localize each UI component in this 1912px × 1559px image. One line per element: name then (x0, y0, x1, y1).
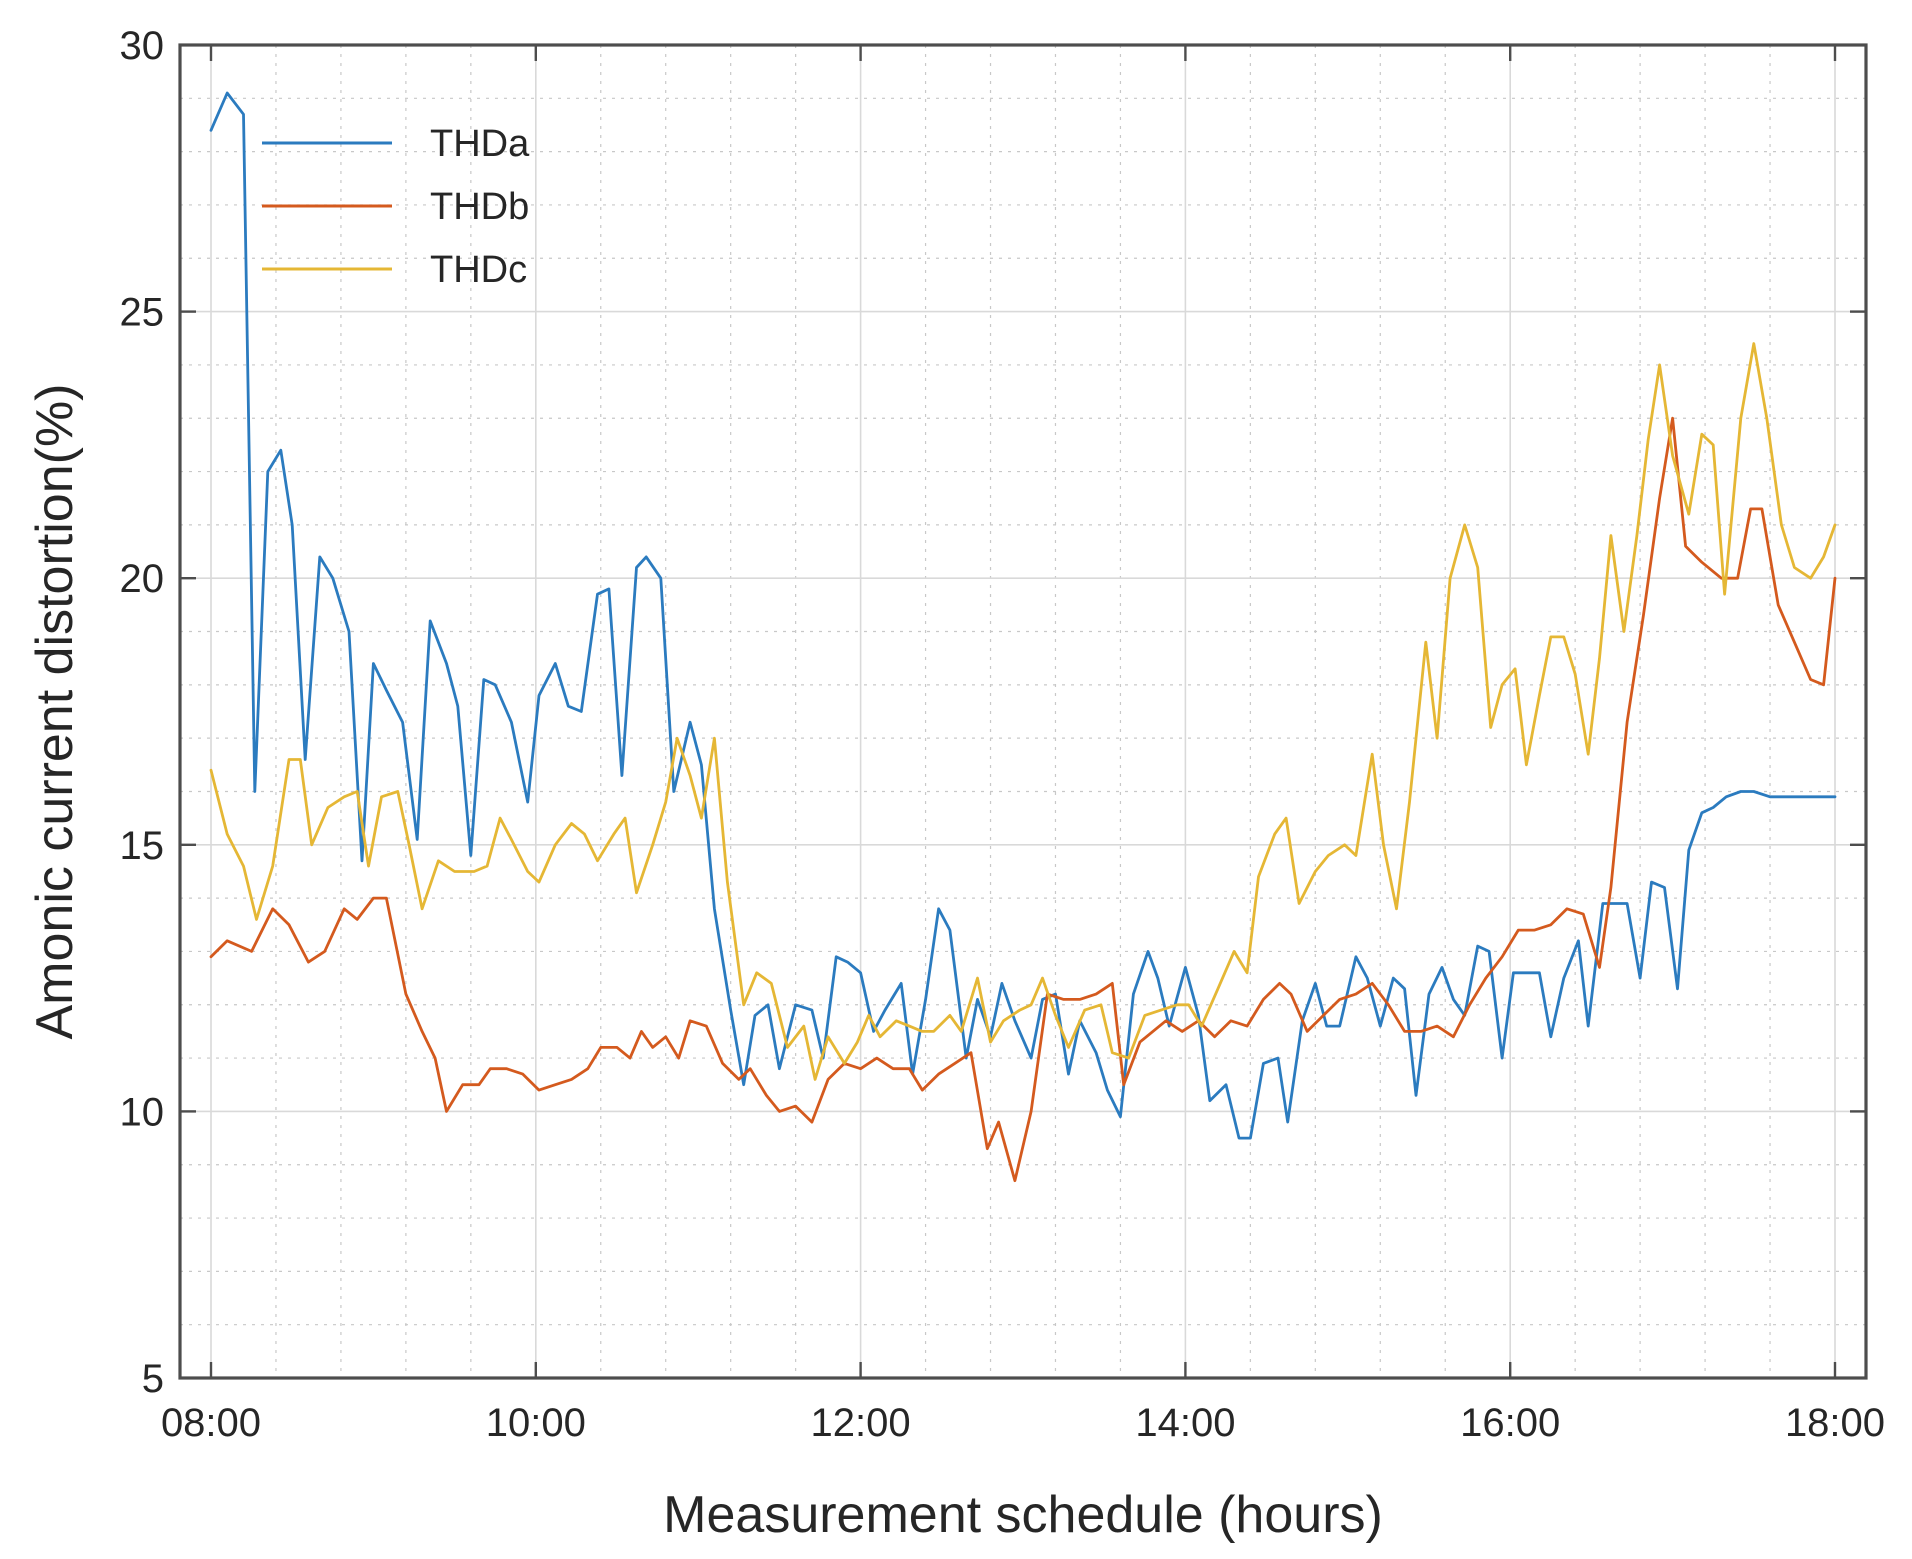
y-tick-label: 30 (120, 24, 165, 68)
series-line-thdb (209, 416, 1837, 1183)
y-axis-tick-labels: 5 10 15 20 25 30 (120, 24, 165, 1401)
series-line-thdc (209, 342, 1837, 1081)
series-lines (209, 91, 1837, 1183)
x-axis-label: Measurement schedule (hours) (663, 1486, 1383, 1544)
x-tick-label: 08:00 (161, 1401, 261, 1445)
x-axis-tick-labels: 08:00 10:00 12:00 14:00 16:00 18:00 (161, 1401, 1885, 1445)
minor-gridlines (180, 45, 1866, 1378)
major-gridlines (180, 45, 1866, 1378)
legend-label-thda: THDa (430, 123, 530, 165)
x-tick-label: 14:00 (1135, 1401, 1235, 1445)
plot-area (180, 45, 1866, 1378)
x-tick-label: 18:00 (1785, 1401, 1885, 1445)
legend-label-thdc: THDc (430, 249, 527, 291)
axes-frame (178, 43, 1868, 1380)
y-axis-label: Amonic current distortion(%) (26, 384, 84, 1040)
legend: THDa THDb THDc (262, 123, 530, 291)
y-tick-label: 15 (120, 824, 165, 868)
axis-ticks (180, 43, 1866, 1380)
x-tick-label: 16:00 (1460, 1401, 1560, 1445)
y-tick-label: 10 (120, 1090, 165, 1134)
y-tick-label: 25 (120, 291, 165, 335)
x-tick-label: 12:00 (811, 1401, 911, 1445)
y-tick-label: 5 (142, 1357, 164, 1401)
x-tick-label: 10:00 (486, 1401, 586, 1445)
legend-label-thdb: THDb (430, 186, 529, 228)
series-line-thda (209, 91, 1837, 1140)
y-tick-label: 20 (120, 557, 165, 601)
